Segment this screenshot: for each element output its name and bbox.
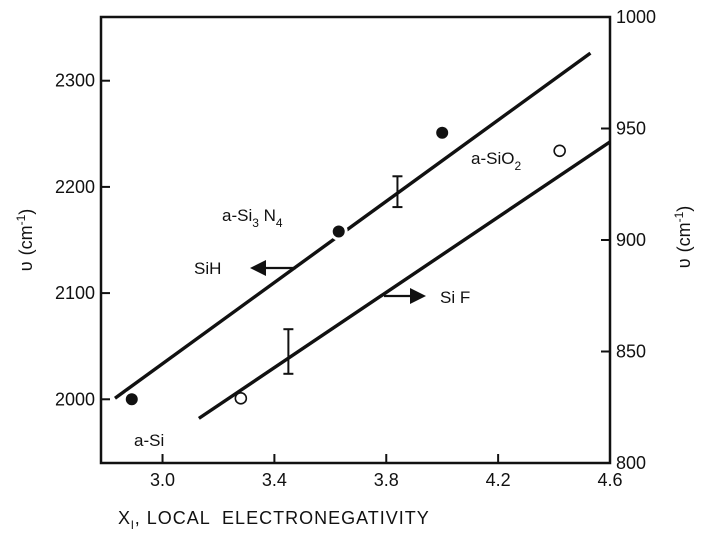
data-points [122, 123, 566, 409]
annotation-a-si: a-Si [134, 431, 164, 450]
right-y-tick-label: 900 [616, 230, 646, 250]
x-axis-title: Xl, LOCAL ELECTRONEGATIVITY [118, 508, 430, 532]
error-bars [283, 175, 403, 375]
left-y-tick-label: 2100 [55, 283, 95, 303]
x-tick-label: 4.6 [597, 470, 622, 490]
right-y-tick-label: 950 [616, 119, 646, 139]
right-y-tick-label: 800 [616, 453, 646, 473]
left-y-tick-label: 2200 [55, 177, 95, 197]
x-tick-label: 3.4 [262, 470, 287, 490]
left-y-axis-ticks: 2000 2100 2200 2300 [55, 71, 110, 409]
annotation-a-si3n4: a-Si3 N4 [222, 206, 283, 230]
sif-error-bar [283, 328, 294, 375]
x-tick-label: 3.0 [150, 470, 175, 490]
annotation-sih: SiH [194, 259, 221, 278]
sih-data-point [329, 222, 348, 241]
sif-data-point [553, 144, 566, 158]
plot-frame [99, 15, 612, 465]
left-y-tick-label: 2000 [55, 389, 95, 409]
sif-fit-line [197, 140, 611, 420]
x-tick-label: 4.2 [486, 470, 511, 490]
fit-lines [113, 51, 611, 420]
left-y-tick-label: 2300 [55, 71, 95, 91]
annotation-sif: Si F [440, 288, 470, 307]
x-axis-ticks: 3.0 3.4 3.8 4.2 4.6 [150, 454, 623, 490]
right-y-tick-label: 1000 [616, 7, 656, 27]
sih-left-arrow [250, 260, 296, 276]
annotation-a-sio2: a-SiO2 [471, 149, 521, 173]
sif-data-point [234, 392, 248, 405]
sih-data-point [433, 123, 452, 142]
sih-data-point [122, 390, 141, 409]
sih-fit-line [113, 51, 592, 400]
right-y-tick-label: 850 [616, 342, 646, 362]
x-tick-label: 3.8 [374, 470, 399, 490]
right-y-axis-ticks: 800 850 900 950 1000 [601, 7, 656, 473]
left-y-axis-title: υ(cm-1) [14, 209, 36, 272]
sih-error-bar [392, 175, 403, 209]
sif-right-arrow [384, 288, 426, 304]
right-y-axis-title: υ(cm-1) [672, 206, 694, 269]
